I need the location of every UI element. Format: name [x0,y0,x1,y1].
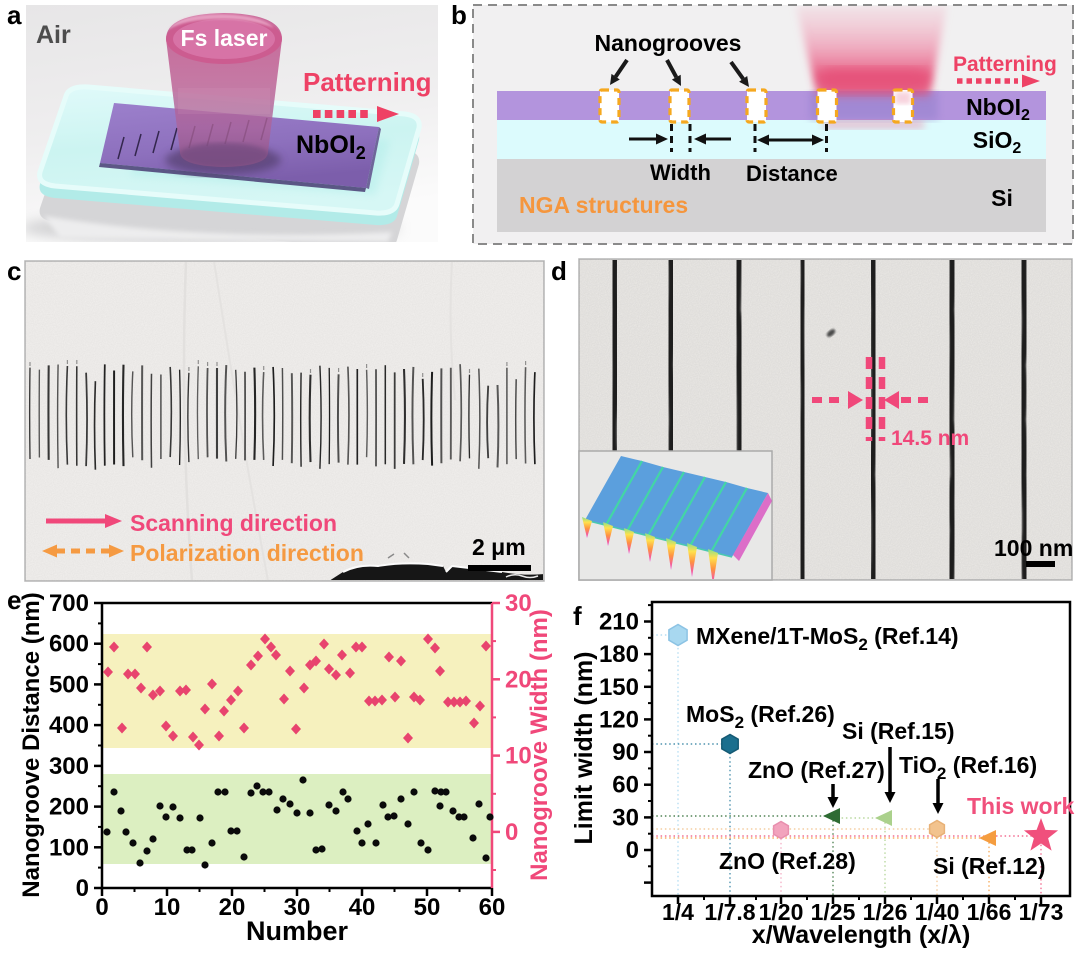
svg-text:14.5 nm: 14.5 nm [891,427,969,450]
svg-text:NGA structures: NGA structures [519,192,688,218]
svg-text:1/26: 1/26 [863,899,908,925]
svg-text:700: 700 [49,590,89,617]
svg-text:150: 150 [599,674,639,701]
svg-text:1/40: 1/40 [915,899,960,925]
svg-text:Nanogroove Distance (nm): Nanogroove Distance (nm) [18,592,45,897]
svg-text:1/66: 1/66 [967,899,1012,925]
svg-text:30: 30 [612,804,639,831]
svg-text:b: b [451,0,467,30]
svg-text:10: 10 [505,743,532,770]
svg-text:20: 20 [219,894,246,921]
svg-text:Si (Ref.15): Si (Ref.15) [842,718,954,744]
svg-text:400: 400 [49,712,89,739]
svg-text:210: 210 [599,608,639,635]
svg-text:f: f [573,601,582,631]
svg-text:SiO2: SiO2 [973,127,1022,157]
svg-text:MoS2 (Ref.26): MoS2 (Ref.26) [686,701,835,732]
svg-text:30: 30 [505,590,532,617]
svg-text:Si (Ref.12): Si (Ref.12) [933,853,1045,879]
svg-text:x/Wavelength (x/λ): x/Wavelength (x/λ) [752,921,971,949]
svg-text:Nanogrooves: Nanogrooves [595,30,742,56]
svg-text:200: 200 [49,794,89,821]
svg-text:2 μm: 2 μm [472,534,526,560]
svg-text:300: 300 [49,753,89,780]
svg-text:NbOI2: NbOI2 [296,131,366,163]
svg-text:40: 40 [349,894,376,921]
svg-text:NbOI2: NbOI2 [966,94,1030,124]
svg-text:20: 20 [505,666,532,693]
svg-text:30: 30 [284,894,311,921]
svg-text:60: 60 [612,772,639,799]
svg-text:60: 60 [479,894,506,921]
svg-text:500: 500 [49,671,89,698]
svg-text:ZnO (Ref.28): ZnO (Ref.28) [719,848,856,874]
svg-text:d: d [551,256,567,286]
svg-text:0: 0 [505,819,518,846]
svg-text:0: 0 [626,837,639,864]
svg-text:100 nm: 100 nm [994,535,1073,561]
svg-text:0: 0 [76,875,89,902]
svg-text:Scanning direction: Scanning direction [130,510,337,536]
svg-text:TiO2 (Ref.16): TiO2 (Ref.16) [899,752,1037,783]
svg-text:Patterning: Patterning [303,67,432,97]
svg-text:600: 600 [49,631,89,658]
svg-text:Air: Air [36,21,71,49]
svg-text:c: c [7,256,21,286]
svg-text:120: 120 [599,706,639,733]
svg-text:1/25: 1/25 [811,899,856,925]
svg-text:ZnO (Ref.27): ZnO (Ref.27) [748,757,885,783]
svg-text:1/73: 1/73 [1019,899,1064,925]
svg-text:Si: Si [991,185,1013,211]
svg-text:0: 0 [95,894,108,921]
svg-text:Fs laser: Fs laser [181,25,268,51]
svg-text:50: 50 [414,894,441,921]
svg-text:Number: Number [246,916,349,946]
svg-text:100: 100 [49,834,89,861]
svg-text:Patterning: Patterning [953,53,1057,76]
svg-text:a: a [7,0,22,30]
svg-text:Distance: Distance [746,161,838,186]
svg-text:MXene/1T-MoS2 (Ref.14): MXene/1T-MoS2 (Ref.14) [696,623,959,654]
svg-text:1/20: 1/20 [759,899,804,925]
svg-text:Nanogroove Width (nm): Nanogroove Width (nm) [526,609,553,881]
svg-text:1/7.8: 1/7.8 [704,899,755,925]
svg-text:90: 90 [612,739,639,766]
svg-text:10: 10 [154,894,181,921]
svg-text:Width: Width [650,160,711,185]
svg-text:Polarization direction: Polarization direction [130,540,364,566]
svg-text:Limit width (nm): Limit width (nm) [570,651,598,844]
svg-text:This work: This work [967,793,1075,819]
svg-text:e: e [7,585,21,615]
svg-text:180: 180 [599,641,639,668]
svg-text:1/4: 1/4 [662,899,694,925]
